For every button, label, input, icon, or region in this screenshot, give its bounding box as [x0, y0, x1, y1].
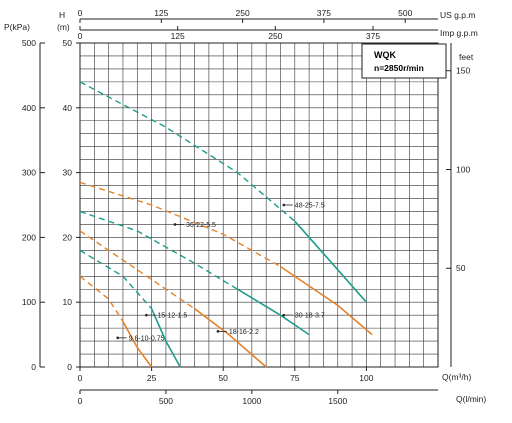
imp-gpm-tick-label: 250 — [268, 31, 282, 41]
feet-axis-label: feet — [459, 52, 474, 62]
imp-gpm-axis: 0 125 250 375 Imp g.p.m — [78, 26, 478, 41]
p-tick-label: 100 — [22, 297, 36, 307]
series-curve-operating — [194, 308, 267, 368]
series-label-dot — [145, 313, 148, 317]
series-label: 18-16-2.2 — [229, 329, 259, 336]
p-tick-label: 400 — [22, 103, 36, 113]
feet-tick-label: 50 — [456, 263, 466, 273]
p-tick-label: 500 — [22, 38, 36, 48]
series-curve-operating — [150, 308, 181, 368]
q-lmin-label: Q(l/min) — [456, 394, 486, 404]
h-tick-label: 50 — [63, 38, 73, 48]
q-m3h-tick-label: 100 — [359, 373, 373, 383]
series-curve-start — [79, 81, 296, 222]
series-curve-operating — [294, 220, 367, 303]
series-label: 30-18-3.7 — [295, 313, 325, 320]
feet-ticks: 50 100 150 — [446, 66, 470, 273]
us-gpm-tick-label: 500 — [398, 8, 412, 18]
legend-title: WQK — [374, 50, 396, 60]
series-curve-operating — [280, 265, 373, 336]
series-label: 48-25-7.5 — [295, 203, 325, 210]
legend-subtitle: n=2850r/min — [374, 63, 424, 73]
feet-tick-label: 150 — [456, 66, 470, 76]
q-lmin-tick-label: 500 — [159, 396, 173, 406]
series-label-dot — [282, 313, 286, 317]
q-m3h-tick-label: 0 — [78, 373, 83, 383]
q-m3h-tick-label: 50 — [218, 373, 228, 383]
imp-gpm-tick-label: 375 — [366, 31, 380, 41]
h-axis-label-h: H — [59, 10, 65, 20]
series-curve-start — [79, 210, 238, 290]
imp-gpm-tick-label: 0 — [78, 31, 83, 41]
p-axis-label: P(kPa) — [4, 22, 30, 32]
series-label-dot — [173, 223, 177, 226]
series-label-dot — [216, 330, 220, 333]
h-ticks: 0 10 20 30 40 50 — [63, 38, 80, 372]
series-curve-start — [79, 181, 281, 268]
series-label-dot — [116, 336, 119, 340]
series-curve-operating — [237, 288, 310, 336]
h-axis-label-m: (m) — [57, 22, 70, 32]
q-lmin-tick-label: 1000 — [242, 396, 261, 406]
legend-box: WQK n=2850r/min — [361, 43, 447, 79]
q-lmin-ticks: 0 500 1000 1500 — [78, 390, 347, 406]
p-tick-label: 200 — [22, 232, 36, 242]
grid — [80, 43, 438, 367]
series-curve-operating — [122, 321, 153, 368]
series-label: 15-12-1.5 — [157, 313, 187, 320]
us-gpm-tick-label: 250 — [236, 8, 250, 18]
h-tick-label: 30 — [63, 168, 73, 178]
q-m3h-tick-label: 75 — [290, 373, 300, 383]
series-curve-start — [79, 275, 124, 322]
h-tick-label: 20 — [63, 232, 73, 242]
us-gpm-tick-label: 0 — [78, 8, 83, 18]
q-m3h-ticks: 0 25 50 75 100 — [78, 367, 374, 383]
series-label: 9.6-10-0.75 — [129, 335, 165, 342]
h-tick-label: 0 — [67, 362, 72, 372]
p-tick-label: 300 — [22, 168, 36, 178]
q-lmin-tick-label: 1500 — [328, 396, 347, 406]
series-group: 9.6-10-0.75 15-12-1.5 18-16-2.2 30-18-3.7 36… — [79, 81, 373, 368]
us-gpm-label: US g.p.m — [440, 10, 475, 20]
series-curve-start — [79, 230, 195, 310]
series-label-dot — [282, 203, 286, 207]
us-gpm-tick-label: 375 — [317, 8, 331, 18]
imp-gpm-label: Imp g.p.m — [440, 28, 478, 38]
q-m3h-label: Q(m³/h) — [442, 372, 471, 382]
plot-frame — [79, 42, 439, 368]
imp-gpm-tick-label: 125 — [171, 31, 185, 41]
series-curve-start — [79, 249, 153, 310]
legend-frame — [361, 43, 447, 79]
h-tick-label: 10 — [63, 297, 73, 307]
us-gpm-axis: 0 125 250 375 500 US g.p.m — [78, 8, 475, 23]
q-lmin-tick-label: 0 — [78, 396, 83, 406]
us-gpm-tick-label: 125 — [154, 8, 168, 18]
series-label: 36-22-5.5 — [186, 222, 216, 229]
q-m3h-tick-label: 25 — [147, 373, 157, 383]
p-tick-label: 0 — [31, 362, 36, 372]
p-ticks: 0 100 200 300 400 500 — [22, 38, 45, 372]
h-tick-label: 40 — [63, 103, 73, 113]
feet-tick-label: 100 — [456, 164, 470, 174]
